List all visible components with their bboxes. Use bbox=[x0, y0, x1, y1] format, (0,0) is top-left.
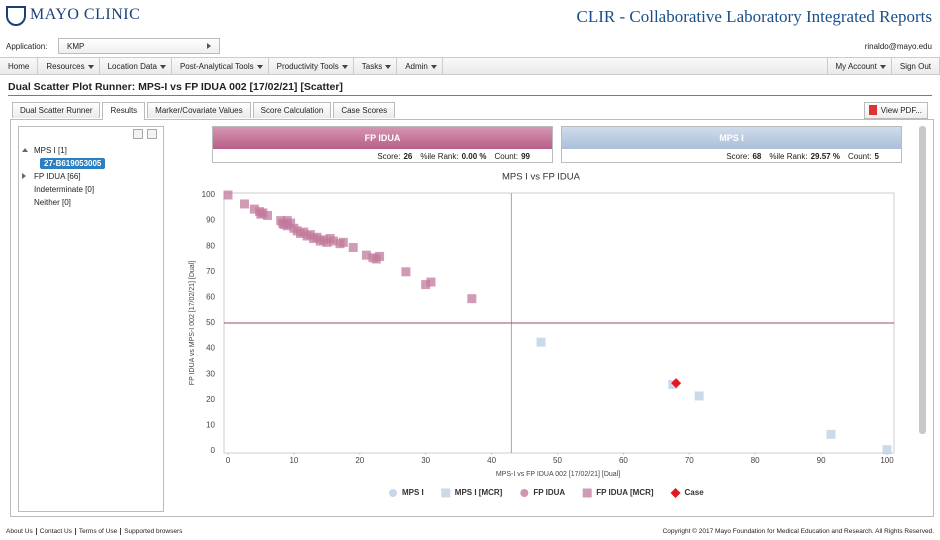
tree-selected[interactable]: 27-B619053005 bbox=[40, 158, 106, 169]
field-label: Count: bbox=[494, 152, 519, 161]
score-box: MPS I Score: 68 %ile Rank: 29.57 % Count: 5 bbox=[561, 126, 902, 163]
field-label: Score: bbox=[377, 152, 401, 161]
copyright: Copyright © 2017 Mayo Foundation for Med… bbox=[662, 528, 934, 535]
footer-link[interactable]: Contact Us bbox=[35, 528, 75, 535]
score-header: FP IDUA bbox=[213, 127, 552, 149]
logo[interactable]: MAYO CLINIC bbox=[30, 6, 141, 23]
field-value: 29.57 % bbox=[810, 152, 840, 161]
nav-item[interactable]: Admin bbox=[397, 58, 443, 74]
app-title: CLIR - Collaborative Laboratory Integrat… bbox=[576, 7, 932, 26]
tab[interactable]: Dual Scatter Runner bbox=[12, 102, 101, 118]
score-fields: Score: 68 %ile Rank: 29.57 % Count: 5 bbox=[562, 149, 901, 161]
nav-item[interactable]: Home bbox=[0, 58, 39, 74]
score-box: FP IDUA Score: 26 %ile Rank: 0.00 % Count: 99 bbox=[212, 126, 553, 163]
field-label: Score: bbox=[726, 152, 750, 161]
field-label: %ile Rank: bbox=[420, 152, 459, 161]
tab[interactable]: Case Scores bbox=[333, 102, 396, 118]
tab[interactable]: Score Calculation bbox=[252, 102, 332, 118]
expand-button[interactable] bbox=[133, 129, 143, 139]
nav-bar: Home Resources Location Data Post-Analyt… bbox=[0, 57, 940, 75]
scrollbar[interactable] bbox=[919, 126, 926, 434]
divider bbox=[8, 95, 932, 96]
score-fields: Score: 26 %ile Rank: 0.00 % Count: 99 bbox=[213, 149, 552, 161]
nav-item[interactable]: Productivity Tools bbox=[269, 58, 354, 74]
field-value: 0.00 % bbox=[461, 152, 487, 161]
tab[interactable]: Marker/Covariate Values bbox=[147, 102, 251, 118]
nav-item[interactable]: Resources bbox=[38, 58, 100, 74]
nav-item[interactable]: Sign Out bbox=[892, 58, 940, 74]
footer-links: About Us Contact Us Terms of Use Supported … bbox=[6, 528, 186, 535]
footer-link[interactable]: About Us bbox=[6, 528, 33, 535]
page-title: Dual Scatter Plot Runner: MPS-I vs FP ID… bbox=[8, 81, 343, 93]
tree-item[interactable]: Indeterminate [0] bbox=[34, 185, 95, 194]
field-label: %ile Rank: bbox=[769, 152, 808, 161]
tree-panel bbox=[18, 126, 164, 512]
tree-item[interactable]: Neither [0] bbox=[34, 198, 71, 207]
field-value: 5 bbox=[874, 152, 879, 161]
field-value: 68 bbox=[752, 152, 762, 161]
tree-toggle[interactable] bbox=[22, 173, 26, 179]
content-panel bbox=[10, 119, 934, 517]
nav-item[interactable]: Post-Analytical Tools bbox=[172, 58, 269, 74]
tree-item[interactable]: FP IDUA [66] bbox=[34, 172, 81, 181]
tabs: Dual Scatter Runner Results Marker/Covaria… bbox=[12, 102, 397, 120]
tree-toggle[interactable] bbox=[22, 148, 28, 152]
user: rinaldo@mayo.edu bbox=[864, 42, 932, 51]
footer-link[interactable]: Terms of Use bbox=[74, 528, 121, 535]
collapse-button[interactable] bbox=[147, 129, 157, 139]
pdf-button[interactable]: View PDF... bbox=[863, 102, 928, 119]
nav-item[interactable]: Location Data bbox=[100, 58, 172, 74]
app-label: Application: bbox=[6, 42, 48, 51]
logo-icon bbox=[6, 6, 26, 26]
field-label: Count: bbox=[847, 152, 872, 161]
nav-item[interactable]: My Account bbox=[826, 58, 892, 74]
field-value: 99 bbox=[521, 152, 530, 161]
score-header: MPS I bbox=[562, 127, 901, 149]
app-select[interactable]: KMP bbox=[58, 38, 220, 54]
nav-item[interactable]: Tasks bbox=[354, 58, 398, 74]
tab[interactable]: Results bbox=[102, 102, 146, 120]
tree-item[interactable]: MPS I [1] bbox=[34, 146, 67, 155]
field-value: 26 bbox=[403, 152, 413, 161]
footer-link[interactable]: Supported browsers bbox=[120, 528, 186, 535]
